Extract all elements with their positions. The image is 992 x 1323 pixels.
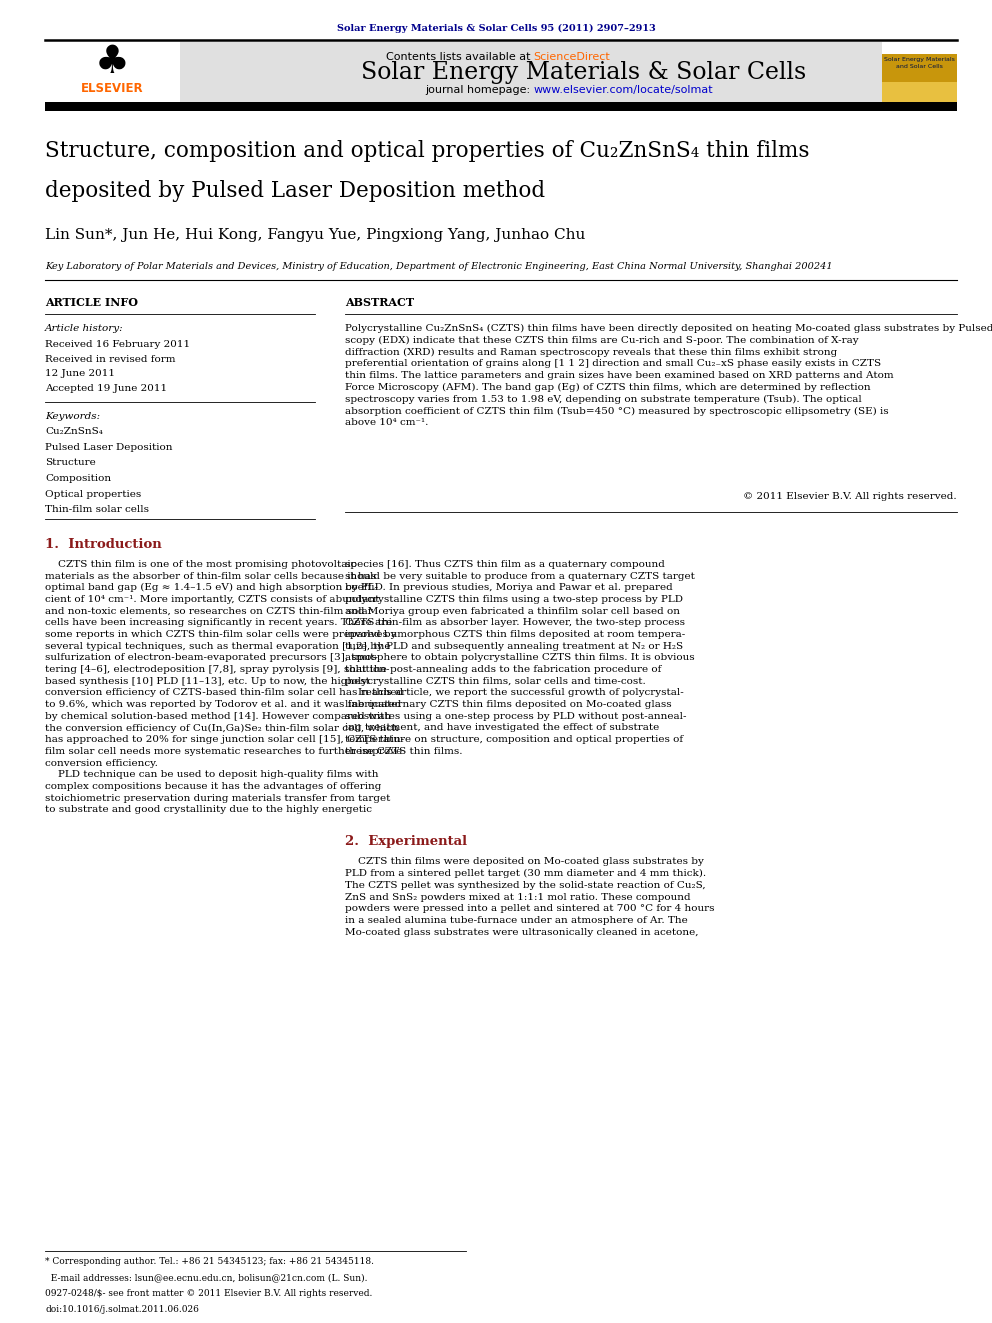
Text: * Corresponding author. Tel.: +86 21 54345123; fax: +86 21 54345118.: * Corresponding author. Tel.: +86 21 543… (45, 1257, 374, 1266)
Text: doi:10.1016/j.solmat.2011.06.026: doi:10.1016/j.solmat.2011.06.026 (45, 1304, 198, 1314)
Text: ARTICLE INFO: ARTICLE INFO (45, 296, 138, 308)
Text: ABSTRACT: ABSTRACT (345, 296, 414, 308)
Bar (882, 42, 957, 102)
Bar (882, 42, 957, 54)
Text: Structure, composition and optical properties of Cu₂ZnSnS₄ thin films: Structure, composition and optical prope… (45, 140, 809, 161)
Text: Received 16 February 2011: Received 16 February 2011 (45, 340, 190, 349)
Text: 0927-0248/$- see front matter © 2011 Elsevier B.V. All rights reserved.: 0927-0248/$- see front matter © 2011 Els… (45, 1289, 372, 1298)
Text: species [16]. Thus CZTS thin film as a quaternary compound
should be very suitab: species [16]. Thus CZTS thin film as a q… (345, 560, 694, 755)
Text: E-mail addresses: lsun@ee.ecnu.edu.cn, bolisun@21cn.com (L. Sun).: E-mail addresses: lsun@ee.ecnu.edu.cn, b… (45, 1273, 367, 1282)
Text: journal homepage:: journal homepage: (425, 85, 534, 95)
Text: Contents lists available at: Contents lists available at (386, 52, 534, 62)
Text: Polycrystalline Cu₂ZnSnS₄ (CZTS) thin films have been directly deposited on heat: Polycrystalline Cu₂ZnSnS₄ (CZTS) thin fi… (345, 324, 992, 427)
Text: Lin Sun*, Jun He, Hui Kong, Fangyu Yue, Pingxiong Yang, Junhao Chu: Lin Sun*, Jun He, Hui Kong, Fangyu Yue, … (45, 228, 585, 242)
Text: 2.  Experimental: 2. Experimental (345, 836, 467, 848)
Text: ELSEVIER: ELSEVIER (80, 82, 143, 95)
Text: Solar Energy Materials
and Solar Cells: Solar Energy Materials and Solar Cells (884, 57, 955, 69)
Text: Thin-film solar cells: Thin-film solar cells (45, 505, 149, 515)
Text: 12 June 2011: 12 June 2011 (45, 369, 115, 378)
Text: 1.  Introduction: 1. Introduction (45, 538, 162, 550)
Text: Article history:: Article history: (45, 324, 124, 333)
Bar (45, 42, 957, 102)
Bar (45, 42, 180, 102)
Bar (45, 102, 957, 111)
Text: Keywords:: Keywords: (45, 411, 100, 421)
Text: www.elsevier.com/locate/solmat: www.elsevier.com/locate/solmat (534, 85, 713, 95)
Text: CZTS thin film is one of the most promising photovoltaic
materials as the absorb: CZTS thin film is one of the most promis… (45, 560, 404, 814)
Text: Pulsed Laser Deposition: Pulsed Laser Deposition (45, 443, 173, 451)
Text: Solar Energy Materials & Solar Cells 95 (2011) 2907–2913: Solar Energy Materials & Solar Cells 95 … (336, 24, 656, 33)
Text: Cu₂ZnSnS₄: Cu₂ZnSnS₄ (45, 427, 103, 437)
Text: © 2011 Elsevier B.V. All rights reserved.: © 2011 Elsevier B.V. All rights reserved… (743, 492, 957, 501)
Text: Key Laboratory of Polar Materials and Devices, Ministry of Education, Department: Key Laboratory of Polar Materials and De… (45, 262, 832, 271)
Bar (882, 82, 957, 102)
Text: deposited by Pulsed Laser Deposition method: deposited by Pulsed Laser Deposition met… (45, 180, 546, 202)
Text: Received in revised form: Received in revised form (45, 355, 176, 364)
Text: Composition: Composition (45, 474, 111, 483)
Text: Accepted 19 June 2011: Accepted 19 June 2011 (45, 384, 167, 393)
Text: ScienceDirect: ScienceDirect (534, 52, 610, 62)
Text: Structure: Structure (45, 458, 96, 467)
Text: Optical properties: Optical properties (45, 490, 141, 499)
Text: CZTS thin films were deposited on Mo-coated glass substrates by
PLD from a sinte: CZTS thin films were deposited on Mo-coa… (345, 857, 714, 937)
Text: ♣: ♣ (94, 44, 129, 81)
Text: Solar Energy Materials & Solar Cells: Solar Energy Materials & Solar Cells (361, 61, 806, 83)
